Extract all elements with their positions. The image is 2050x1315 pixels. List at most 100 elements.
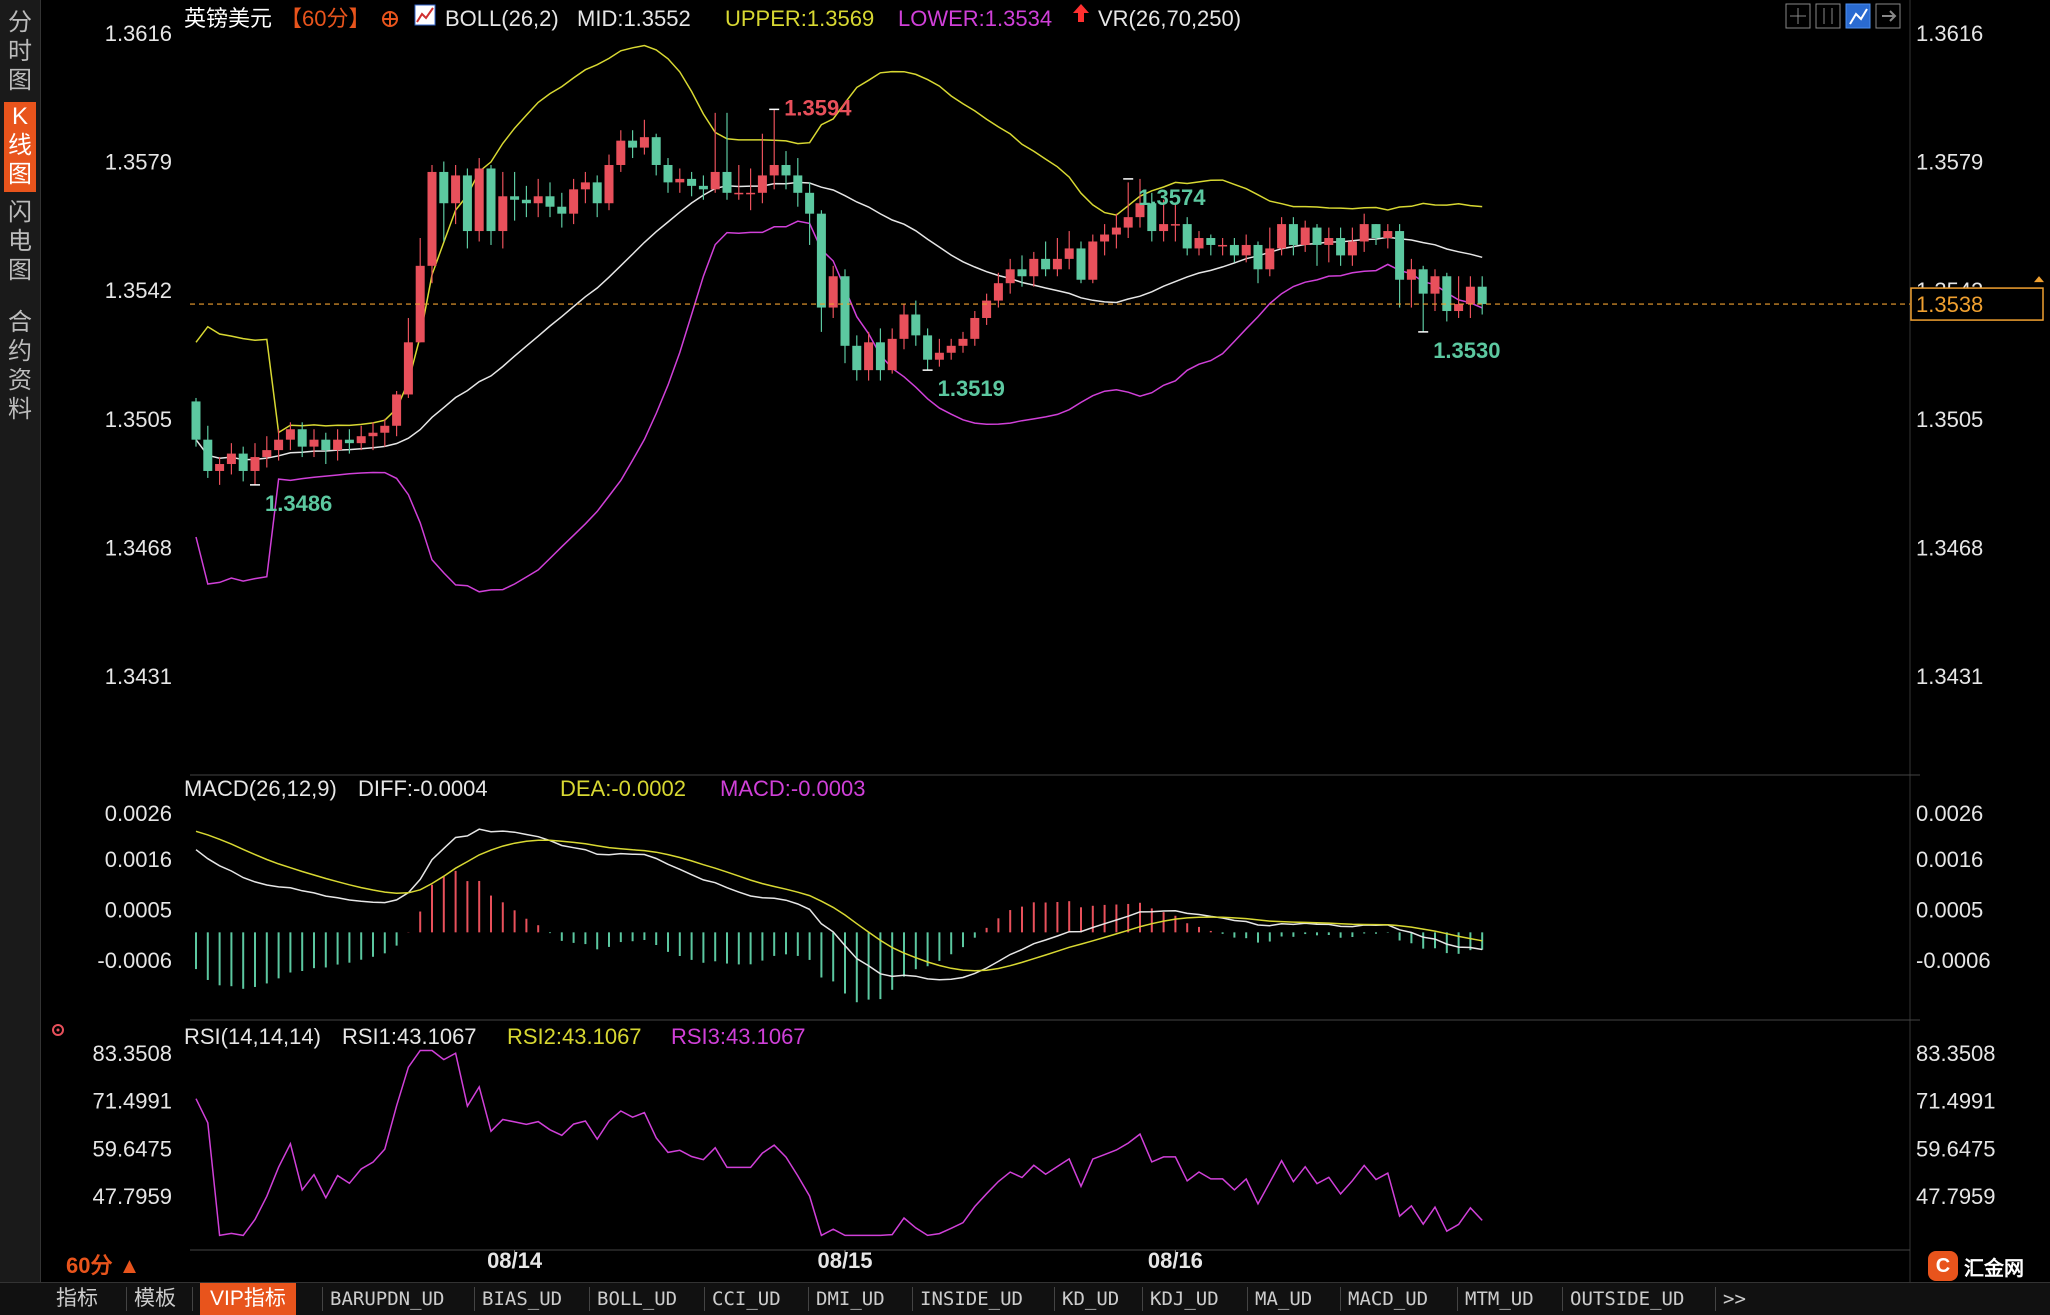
time-label-2: 08/16 (1148, 1248, 1203, 1273)
price-tick-left-4: 1.3468 (105, 535, 172, 560)
rsi2-value: RSI2:43.1067 (507, 1024, 642, 1049)
candle-42 (687, 171, 697, 197)
candle-25 (486, 164, 496, 245)
candle-7 (274, 429, 284, 461)
annotation-label-3: 1.3519 (938, 376, 1005, 401)
macd-histogram (195, 870, 1484, 1003)
candle-2 (215, 457, 225, 485)
rsi-tick-left-3: 47.7959 (92, 1184, 172, 1209)
candle-body-78 (1111, 227, 1121, 235)
candle-38 (639, 119, 649, 155)
boll-lower-line (195, 220, 1483, 593)
candle-body-108 (1465, 286, 1475, 305)
period-selector[interactable]: 60分 ▲ (66, 1253, 141, 1278)
period-tag[interactable]: 【60分】 (280, 6, 370, 31)
candle-body-100 (1371, 224, 1381, 239)
rsi-label[interactable]: RSI(14,14,14) (184, 1024, 321, 1049)
tab-contract-info[interactable]: 合约资料 (4, 308, 36, 428)
candle-102 (1395, 224, 1405, 308)
candle-body-79 (1123, 217, 1133, 228)
candle-body-27 (510, 196, 520, 200)
rsi-tick-right-1: 71.4991 (1916, 1089, 1996, 1114)
macd-label[interactable]: MACD(26,12,9) (184, 776, 337, 801)
indicator-tab-7[interactable]: DMI_UD (816, 1288, 885, 1310)
chart-area[interactable]: 英镑美元 【60分】 BOLL(26,2) MID:1.3552 UPPER:1… (40, 0, 2050, 1282)
indicator-tab-4[interactable]: BIAS_UD (482, 1288, 563, 1310)
indicator-tab-6[interactable]: CCI_UD (712, 1288, 781, 1310)
rsi-settings-icon[interactable] (52, 1024, 64, 1036)
indicator-tab-11[interactable]: MA_UD (1255, 1288, 1313, 1310)
candle-body-34 (592, 182, 602, 204)
candle-body-73 (1052, 258, 1062, 270)
candle-body-3 (226, 453, 236, 465)
candle-body-99 (1359, 224, 1369, 242)
candle-45 (722, 112, 732, 200)
current-price-box (1910, 287, 2044, 321)
indicator-tab-10[interactable]: KDJ_UD (1150, 1288, 1219, 1310)
indicator-tab-12[interactable]: MACD_UD (1348, 1288, 1429, 1310)
candle-body-28 (521, 199, 531, 204)
tab-kline[interactable]: K线图 (4, 102, 36, 192)
indicator-tab-3[interactable]: BARUPDN_UD (330, 1288, 445, 1310)
tab-separator (1142, 1287, 1143, 1311)
candle-body-35 (604, 164, 614, 204)
candle-body-41 (675, 178, 685, 183)
rsi1-value: RSI1:43.1067 (342, 1024, 477, 1049)
macd-tick-right-3: -0.0006 (1916, 948, 1991, 973)
tab-separator (1715, 1287, 1716, 1311)
candle-body-96 (1324, 238, 1334, 245)
crosshair-icon[interactable] (1785, 3, 1811, 29)
candle-body-71 (1029, 258, 1039, 277)
indicator-tab-8[interactable]: INSIDE_UD (920, 1288, 1023, 1310)
candle-body-107 (1454, 304, 1464, 312)
tab-timeshare-label: 分时图 (8, 9, 32, 94)
candle-body-47 (746, 192, 756, 195)
indicator-tab-bar: 指标 模板 VIP指标 BARUPDN_UD BIAS_UD BOLL_UD CCI_UD D… (0, 1282, 2050, 1315)
candle-30 (545, 182, 555, 218)
candle-body-80 (1135, 203, 1145, 218)
candle-body-16 (380, 425, 390, 433)
indicator-tab-1[interactable]: 模板 (134, 1287, 176, 1310)
candle-body-30 (545, 196, 555, 207)
symbol-name: 英镑美元 (184, 6, 272, 31)
candle-body-15 (368, 432, 378, 437)
tab-timeshare[interactable]: 分时图 (4, 8, 36, 98)
candle-body-58 (875, 342, 885, 371)
candle-97 (1336, 227, 1346, 266)
candle-body-87 (1218, 244, 1228, 247)
candle-body-22 (451, 175, 461, 204)
vr-label[interactable]: VR(26,70,250) (1098, 6, 1241, 31)
tab-separator (1054, 1287, 1055, 1311)
indicator-tab-15[interactable]: >> (1723, 1288, 1746, 1310)
candle-body-11 (321, 439, 331, 451)
fullscreen-icon[interactable] (1875, 3, 1901, 29)
candle-34 (592, 175, 602, 218)
indicator-tab-9[interactable]: KD_UD (1062, 1288, 1120, 1310)
candle-body-90 (1253, 244, 1263, 270)
candle-16 (380, 418, 390, 447)
indicator-tab-14[interactable]: OUTSIDE_UD (1570, 1288, 1685, 1310)
indicator-tab-5[interactable]: BOLL_UD (597, 1288, 678, 1310)
candle-body-4 (238, 453, 248, 471)
candle-50 (781, 151, 791, 190)
candle-70 (1017, 255, 1027, 287)
candle-55 (840, 269, 850, 364)
candle-14 (356, 425, 366, 451)
macd-tick-left-2: 0.0005 (105, 897, 172, 922)
price-tick-left-5: 1.3431 (105, 664, 172, 689)
candle-body-89 (1241, 244, 1251, 256)
indicator-tab-0[interactable]: 指标 (56, 1287, 98, 1310)
candle-body-59 (887, 338, 897, 371)
candle-98 (1347, 227, 1357, 266)
candle-15 (368, 422, 378, 451)
indicator-tab-13[interactable]: MTM_UD (1465, 1288, 1534, 1310)
tab-lightning[interactable]: 闪电图 (4, 198, 36, 288)
split-view-icon[interactable] (1815, 3, 1841, 29)
indicator-tab-2[interactable]: VIP指标 (200, 1283, 296, 1315)
candle-body-72 (1041, 258, 1051, 270)
candle-81 (1147, 192, 1157, 242)
candle-103 (1406, 258, 1416, 308)
tab-separator (322, 1287, 323, 1311)
candle-body-31 (557, 206, 567, 214)
candle-body-45 (722, 171, 732, 193)
